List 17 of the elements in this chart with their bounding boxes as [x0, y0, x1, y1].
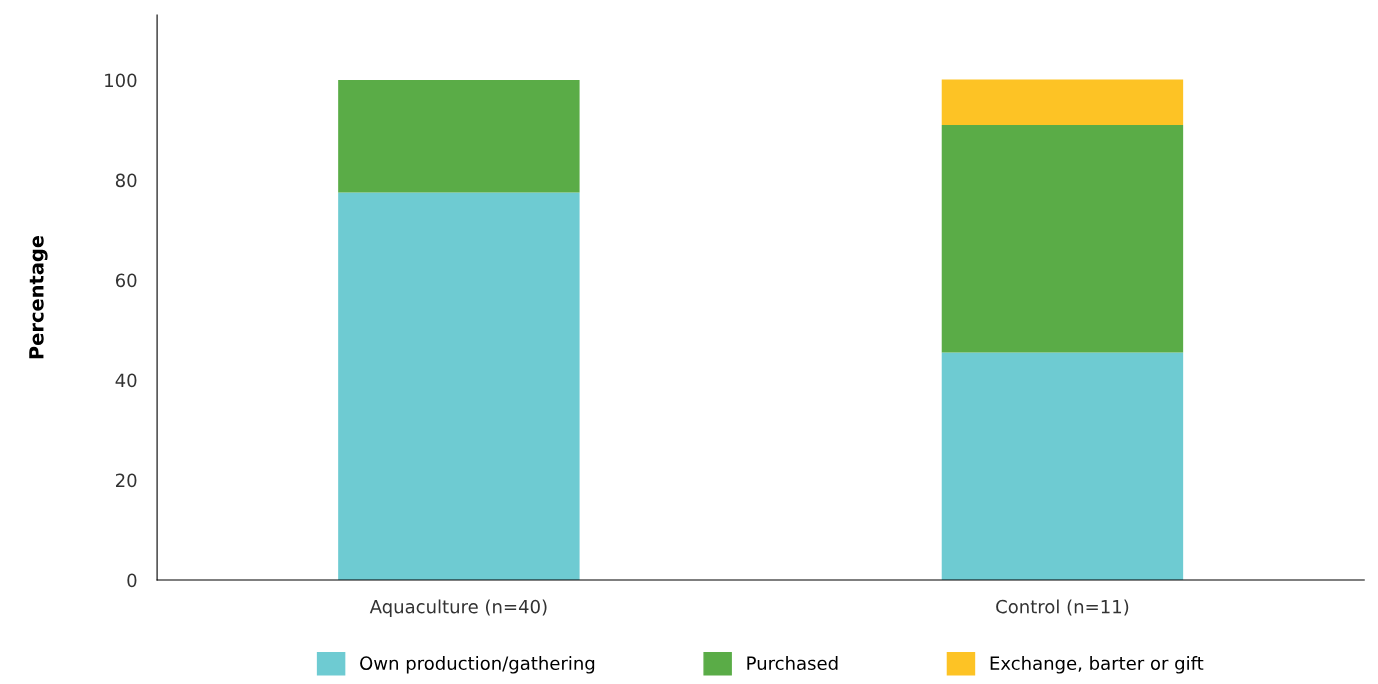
bar — [941, 125, 1184, 353]
y-tick-label: 60 — [115, 273, 137, 288]
y-tick-label: 40 — [115, 373, 137, 388]
x-tick-label: Control (n=11) — [996, 599, 1129, 616]
y-axis-title: Percentage — [29, 235, 48, 359]
bar — [941, 79, 1184, 126]
bar — [338, 192, 580, 581]
bar — [338, 80, 580, 193]
y-tick-label: 0 — [127, 573, 137, 588]
y-tick-label: 80 — [115, 173, 137, 188]
y-tick-label: 20 — [116, 473, 137, 488]
bar — [941, 352, 1184, 581]
x-tick-label: Aquaculture (n=40) — [369, 599, 547, 617]
y-tick-label: 100 — [105, 73, 137, 88]
legend-label: Own production/gathering — [360, 656, 595, 674]
legend-label: Purchased — [747, 656, 838, 671]
legend-label: Exchange, barter or gift — [990, 656, 1204, 674]
